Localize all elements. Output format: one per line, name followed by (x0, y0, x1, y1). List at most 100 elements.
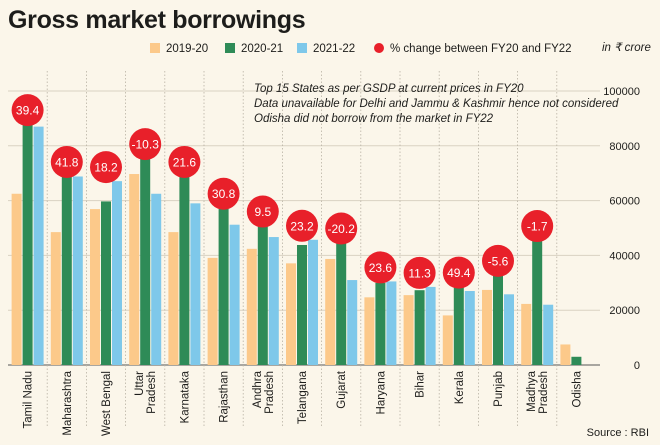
bar-2020-21 (22, 124, 33, 366)
pct-change-marker (90, 151, 122, 184)
legend-label: 2020-21 (241, 43, 283, 55)
x-tick-label-line: Gujarat (336, 370, 348, 409)
chart-title: Gross market borrowings (8, 6, 306, 34)
bar-2019-20 (11, 193, 22, 365)
bars (11, 124, 582, 366)
x-tick-label-line: Telangana (297, 370, 309, 424)
y-tick-label: 60000 (609, 196, 640, 208)
legend: 2019-20 2020-21 2021-22 % change between FY… (150, 43, 572, 55)
bar-2021-22 (151, 193, 162, 365)
bar-2019-20 (90, 209, 100, 365)
pct-change-label: 11.3 (408, 266, 431, 280)
x-tick-label-line: Haryana (375, 370, 387, 414)
x-tick-label: Madhya Pradesh (526, 370, 550, 413)
bar-2020-21 (336, 242, 347, 365)
bar-2021-22 (229, 224, 240, 365)
pct-change-markers: 39.4 41.8 18.2 -10.3 21.6 30.8 9.5 23.2 -20.2 23.… (11, 94, 554, 289)
x-tick-label: Odisha (571, 370, 583, 407)
pct-change-marker (325, 212, 358, 245)
pct-change-label: -1.7 (527, 220, 548, 234)
pct-change-marker (11, 94, 44, 127)
bar-2020-21 (453, 286, 464, 365)
bar-2020-21 (257, 225, 268, 365)
bar-2019-20 (246, 248, 257, 365)
bar-2021-22 (190, 203, 201, 365)
pct-change-label: -5.6 (488, 254, 509, 268)
bar-2021-22 (386, 281, 397, 365)
source-label: Source : RBI (587, 427, 649, 439)
pct-change-marker (168, 145, 201, 178)
bar-2021-22 (504, 294, 514, 365)
pct-change-marker (286, 209, 318, 242)
bar-2021-22 (268, 237, 279, 365)
pct-change-marker (482, 244, 514, 277)
x-tick-label: West Bengal (101, 371, 113, 436)
pct-change-marker (129, 128, 162, 161)
bar-2019-20 (168, 232, 179, 365)
legend-swatch (225, 43, 235, 53)
pct-change-label: 23.6 (369, 261, 393, 275)
pct-change-label: 9.5 (254, 205, 271, 219)
legend-label: 2019-20 (166, 43, 208, 55)
x-tick-label-line: Tamil Nadu (23, 371, 35, 429)
bar-2021-22 (33, 126, 44, 366)
bar-2019-20 (560, 344, 571, 365)
pct-change-marker (442, 256, 475, 289)
x-tick-label-line: Rajasthan (219, 371, 231, 423)
x-tick-label: Uttar Pradesh (134, 371, 158, 414)
bar-2019-20 (403, 295, 414, 365)
bar-2019-20 (50, 232, 61, 365)
bar-2019-20 (325, 258, 336, 365)
pct-change-label: 30.8 (212, 187, 236, 201)
note-line: Top 15 States as per GSDP at current pri… (254, 83, 524, 95)
bar-2020-21 (414, 290, 425, 365)
bar-2019-20 (442, 315, 453, 365)
bar-2019-20 (129, 174, 140, 365)
note-line: Data unavailable for Delhi and Jammu & K… (254, 98, 619, 110)
pct-change-label: 18.2 (94, 161, 118, 175)
unit-label: in ₹ crore (602, 42, 651, 54)
legend-swatch (374, 43, 384, 53)
x-axis: Tamil Nadu Maharashtra West Bengal Uttar Pra… (23, 370, 584, 436)
bar-2021-22 (425, 286, 436, 365)
bar-2020-21 (571, 356, 582, 365)
bar-2020-21 (179, 175, 190, 365)
x-tick-label: Punjab (493, 371, 505, 407)
x-tick-label-line: Pradesh (146, 371, 158, 414)
bar-2020-21 (61, 175, 72, 365)
pct-change-label: 39.4 (16, 104, 40, 118)
x-tick-label-line: Karnataka (179, 370, 191, 423)
x-tick-label: Telangana (297, 370, 309, 424)
bar-2019-20 (207, 257, 218, 365)
x-tick-label: Tamil Nadu (23, 371, 35, 429)
pct-change-label: 49.4 (447, 266, 471, 280)
pct-change-marker (207, 177, 240, 210)
bar-2021-22 (72, 176, 83, 365)
legend-label: 2021-22 (313, 43, 355, 55)
bar-2020-21 (140, 158, 151, 365)
x-tick-label: Maharashtra (62, 370, 74, 435)
bar-2020-21 (493, 274, 503, 365)
pct-change-label: 21.6 (173, 155, 197, 169)
x-tick-label-line: Bihar (415, 371, 427, 398)
x-tick-label-line: Kerala (454, 370, 466, 404)
legend-label: % change between FY20 and FY22 (390, 43, 572, 55)
bar-2019-20 (364, 297, 375, 365)
pct-change-marker (364, 251, 397, 284)
bar-2020-21 (101, 201, 111, 365)
x-tick-label-line: Andhra (252, 370, 264, 408)
x-tick-label-line: West Bengal (101, 371, 113, 436)
pct-change-marker (521, 210, 554, 243)
pct-change-label: -10.3 (132, 138, 160, 152)
bar-2020-21 (297, 244, 307, 365)
y-axis: 0 20000 40000 60000 80000 100000 (603, 86, 640, 372)
pct-change-label: 41.8 (55, 155, 79, 169)
bar-2021-22 (464, 291, 475, 365)
x-tick-label-line: Madhya (526, 370, 538, 412)
x-tick-label-line: Maharashtra (62, 370, 74, 435)
y-tick-label: 0 (634, 360, 640, 372)
y-tick-label: 80000 (609, 141, 640, 153)
bar-2020-21 (532, 240, 543, 365)
bar-2021-22 (347, 280, 358, 365)
